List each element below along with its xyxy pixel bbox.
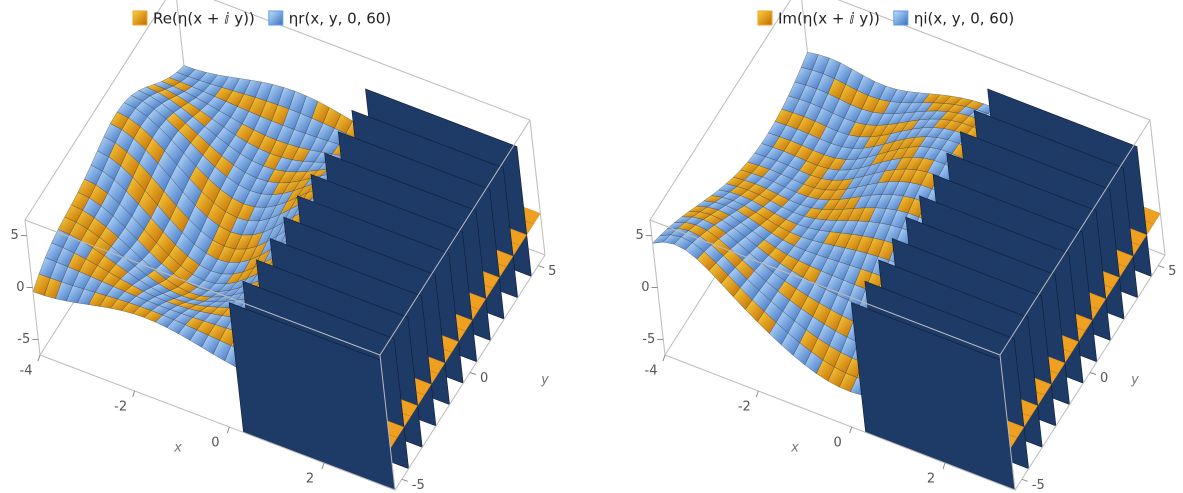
legend-label: Re(η(x + ⅈ y)) (153, 10, 255, 28)
z-tick-label: 0 (16, 280, 24, 295)
y-tick-label: -5 (1032, 478, 1045, 493)
y-tick-label: -5 (412, 478, 425, 493)
box-edge (39, 354, 396, 491)
x-tick-label: 2 (927, 472, 935, 487)
box-edge (379, 354, 396, 491)
legend-label: ηi(x, y, 0, 60) (914, 10, 1014, 28)
x-tick (226, 426, 230, 434)
x-tick (321, 462, 325, 470)
x-tick-label: -2 (738, 400, 751, 415)
legend-label: ηr(x, y, 0, 60) (289, 10, 391, 28)
x-tick-label: -2 (114, 400, 127, 415)
box-edge (379, 119, 531, 356)
y-tick (1021, 478, 1028, 482)
x-tick-label: -4 (20, 364, 33, 379)
legend-swatch (757, 10, 773, 26)
x-tick-label: 2 (306, 472, 314, 487)
legend-swatch (132, 10, 148, 26)
y-tick-label: 5 (548, 264, 556, 279)
legend-label: Im(η(x + ⅈ y)) (778, 10, 880, 28)
x-tick-label: 0 (211, 436, 219, 451)
x-tick (132, 390, 136, 398)
y-tick (401, 478, 408, 482)
y-tick-label: 5 (1168, 264, 1176, 279)
z-tick-label: -5 (642, 332, 655, 347)
z-tick-label: 0 (641, 280, 649, 295)
legend-swatch (268, 10, 284, 26)
x-tick-label: -4 (645, 364, 658, 379)
x-tick (849, 426, 853, 434)
box-edge (649, 219, 1001, 356)
x-tick-label: 0 (834, 436, 842, 451)
box-edge (664, 354, 1016, 491)
x-tick (662, 354, 666, 362)
box-edge (529, 119, 546, 256)
y-tick (1089, 372, 1097, 375)
box-edge (837, 0, 1151, 121)
box-edge (24, 0, 167, 221)
y-tick-label: 0 (480, 371, 488, 386)
box-edge (213, 0, 531, 121)
x-axis-label: x (173, 441, 182, 456)
y-tick (538, 265, 545, 269)
y-tick (469, 372, 477, 375)
y-axis-label: y (540, 373, 549, 388)
box-edge (649, 0, 792, 221)
box-edge (999, 354, 1016, 491)
box-edge (1149, 119, 1166, 256)
z-tick-label: 5 (635, 228, 643, 243)
legend-swatch (893, 10, 909, 26)
y-tick (1158, 265, 1165, 269)
box-edge (999, 119, 1151, 356)
z-tick-label: -5 (17, 332, 30, 347)
box-edge (24, 219, 381, 356)
y-tick-label: 0 (1100, 371, 1108, 386)
x-tick (37, 354, 41, 362)
z-tick-label: 5 (10, 228, 18, 243)
y-axis-label: y (1130, 373, 1139, 388)
x-axis-label: x (790, 441, 799, 456)
x-tick (755, 390, 759, 398)
x-tick (942, 462, 946, 470)
